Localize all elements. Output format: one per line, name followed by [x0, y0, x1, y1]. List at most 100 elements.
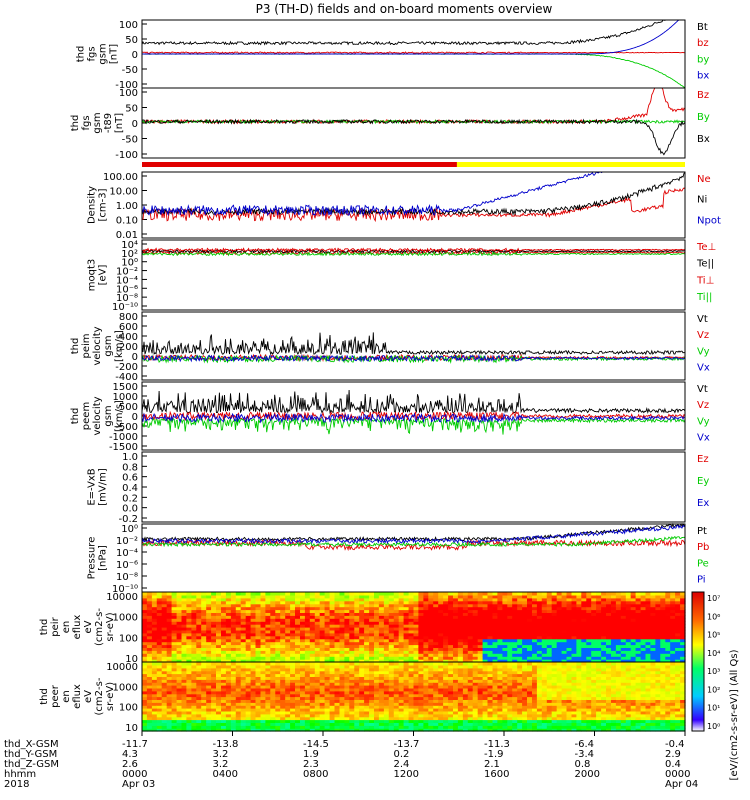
- spectrogram-cell: [472, 685, 479, 689]
- spectrogram-cell: [201, 653, 207, 657]
- spectrogram-cell: [280, 632, 286, 637]
- spectrogram-cell: [334, 682, 340, 686]
- spectrogram-cell: [146, 696, 153, 700]
- spectrogram-cell: [393, 597, 400, 602]
- spectrogram-cell: [620, 624, 627, 628]
- spectrogram-cell: [255, 647, 261, 651]
- spectrogram-cell: [522, 647, 528, 651]
- spectrogram-cell: [601, 624, 607, 628]
- spectrogram-cell: [680, 632, 686, 637]
- spectrogram-cell: [625, 597, 632, 602]
- spectrogram-cell: [339, 685, 345, 689]
- spectrogram-cell: [364, 644, 370, 648]
- spectrogram-cell: [532, 667, 538, 672]
- spectrogram-cell: [314, 685, 321, 689]
- spectrogram-cell: [275, 662, 281, 666]
- spectrogram-cell: [364, 647, 370, 651]
- spectrogram-cell: [245, 627, 252, 631]
- spectrogram-cell: [566, 682, 572, 686]
- spectrogram-cell: [191, 713, 197, 718]
- spectrogram-cell: [235, 609, 242, 613]
- spectrogram-cell: [319, 621, 326, 625]
- spectrogram-cell: [186, 609, 192, 613]
- spectrogram-cell: [615, 603, 622, 608]
- spectrogram-cell: [462, 702, 469, 706]
- spectrogram-cell: [591, 597, 597, 602]
- spectrogram-cell: [211, 629, 217, 634]
- spectrogram-cell: [280, 682, 286, 686]
- spectrogram-cell: [245, 719, 252, 723]
- spectrogram-cell: [285, 682, 291, 686]
- spectrogram-cell: [660, 624, 666, 628]
- spectrogram-cell: [507, 641, 513, 646]
- spectrogram-cell: [620, 656, 627, 660]
- spectrogram-cell: [635, 638, 642, 643]
- spectrogram-cell: [235, 615, 242, 619]
- spectrogram-cell: [334, 624, 340, 628]
- spectrogram-cell: [359, 716, 365, 721]
- spectrogram-cell: [374, 615, 380, 619]
- spectrogram-cell: [403, 662, 410, 666]
- spectrogram-cell: [393, 702, 400, 706]
- spectrogram-cell: [532, 696, 538, 700]
- spectrogram-cell: [502, 710, 508, 715]
- spectrogram-cell: [477, 656, 484, 660]
- spectrogram-cell: [433, 609, 439, 613]
- spectrogram-cell: [176, 682, 183, 686]
- spectrogram-cell: [665, 597, 671, 602]
- spectrogram-cell: [448, 708, 454, 712]
- spectrogram-cell: [221, 621, 227, 625]
- spectrogram-cell: [339, 653, 345, 657]
- spectrogram-cell: [457, 673, 464, 677]
- spectrogram-cell: [146, 644, 153, 648]
- spectrogram-cell: [576, 609, 582, 613]
- spectrogram-cell: [507, 627, 513, 631]
- spectrogram-cell: [551, 609, 558, 613]
- spectrogram-cell: [393, 641, 400, 646]
- spectrogram-cell: [319, 685, 326, 689]
- spectrogram-cell: [230, 600, 237, 605]
- spectrogram-cell: [314, 621, 321, 625]
- spectrogram-cell: [245, 606, 252, 611]
- spectrogram-cell: [378, 641, 385, 646]
- spectrogram-cell: [596, 647, 602, 651]
- spectrogram-cell: [161, 662, 168, 666]
- spectrogram-cell: [418, 647, 424, 651]
- spectrogram-cell: [428, 682, 434, 686]
- spectrogram-cell: [512, 653, 518, 657]
- spectrogram-cell: [369, 699, 375, 703]
- spectrogram-cell: [319, 600, 326, 605]
- spectrogram-cell: [561, 685, 568, 689]
- spectrogram-cell: [462, 627, 469, 631]
- spectrogram-cell: [551, 725, 558, 729]
- spectrogram-cell: [645, 635, 651, 640]
- spectrogram-cell: [265, 728, 271, 732]
- spectrogram-cell: [403, 708, 410, 712]
- spectrogram-cell: [581, 612, 587, 616]
- spectrogram-cell: [201, 676, 207, 680]
- spectrogram-cell: [334, 609, 340, 613]
- spectrogram-cell: [235, 635, 242, 640]
- spectrogram-cell: [601, 609, 607, 613]
- spectrogram-cell: [211, 722, 217, 726]
- spectrogram-cell: [369, 618, 375, 622]
- spectrogram-cell: [300, 722, 306, 726]
- spectrogram-cell: [601, 653, 607, 657]
- spectrogram-cell: [235, 612, 242, 616]
- spectrogram-cell: [275, 716, 281, 721]
- spectrogram-cell: [418, 638, 424, 643]
- spectrogram-cell: [507, 632, 513, 637]
- spectrogram-cell: [581, 650, 587, 654]
- spectrogram-cell: [374, 627, 380, 631]
- spectrogram-cell: [670, 615, 676, 619]
- spectrogram-cell: [314, 673, 321, 677]
- spectrogram-cell: [581, 624, 587, 628]
- spectrogram-cell: [186, 702, 192, 706]
- spectrogram-cell: [319, 682, 326, 686]
- spectrogram-cell: [438, 676, 444, 680]
- spectrogram-cell: [413, 728, 419, 732]
- spectrogram-cell: [255, 612, 261, 616]
- spectrogram-cell: [295, 673, 301, 677]
- spectrogram-cell: [191, 687, 197, 692]
- spectrogram-cell: [221, 615, 227, 619]
